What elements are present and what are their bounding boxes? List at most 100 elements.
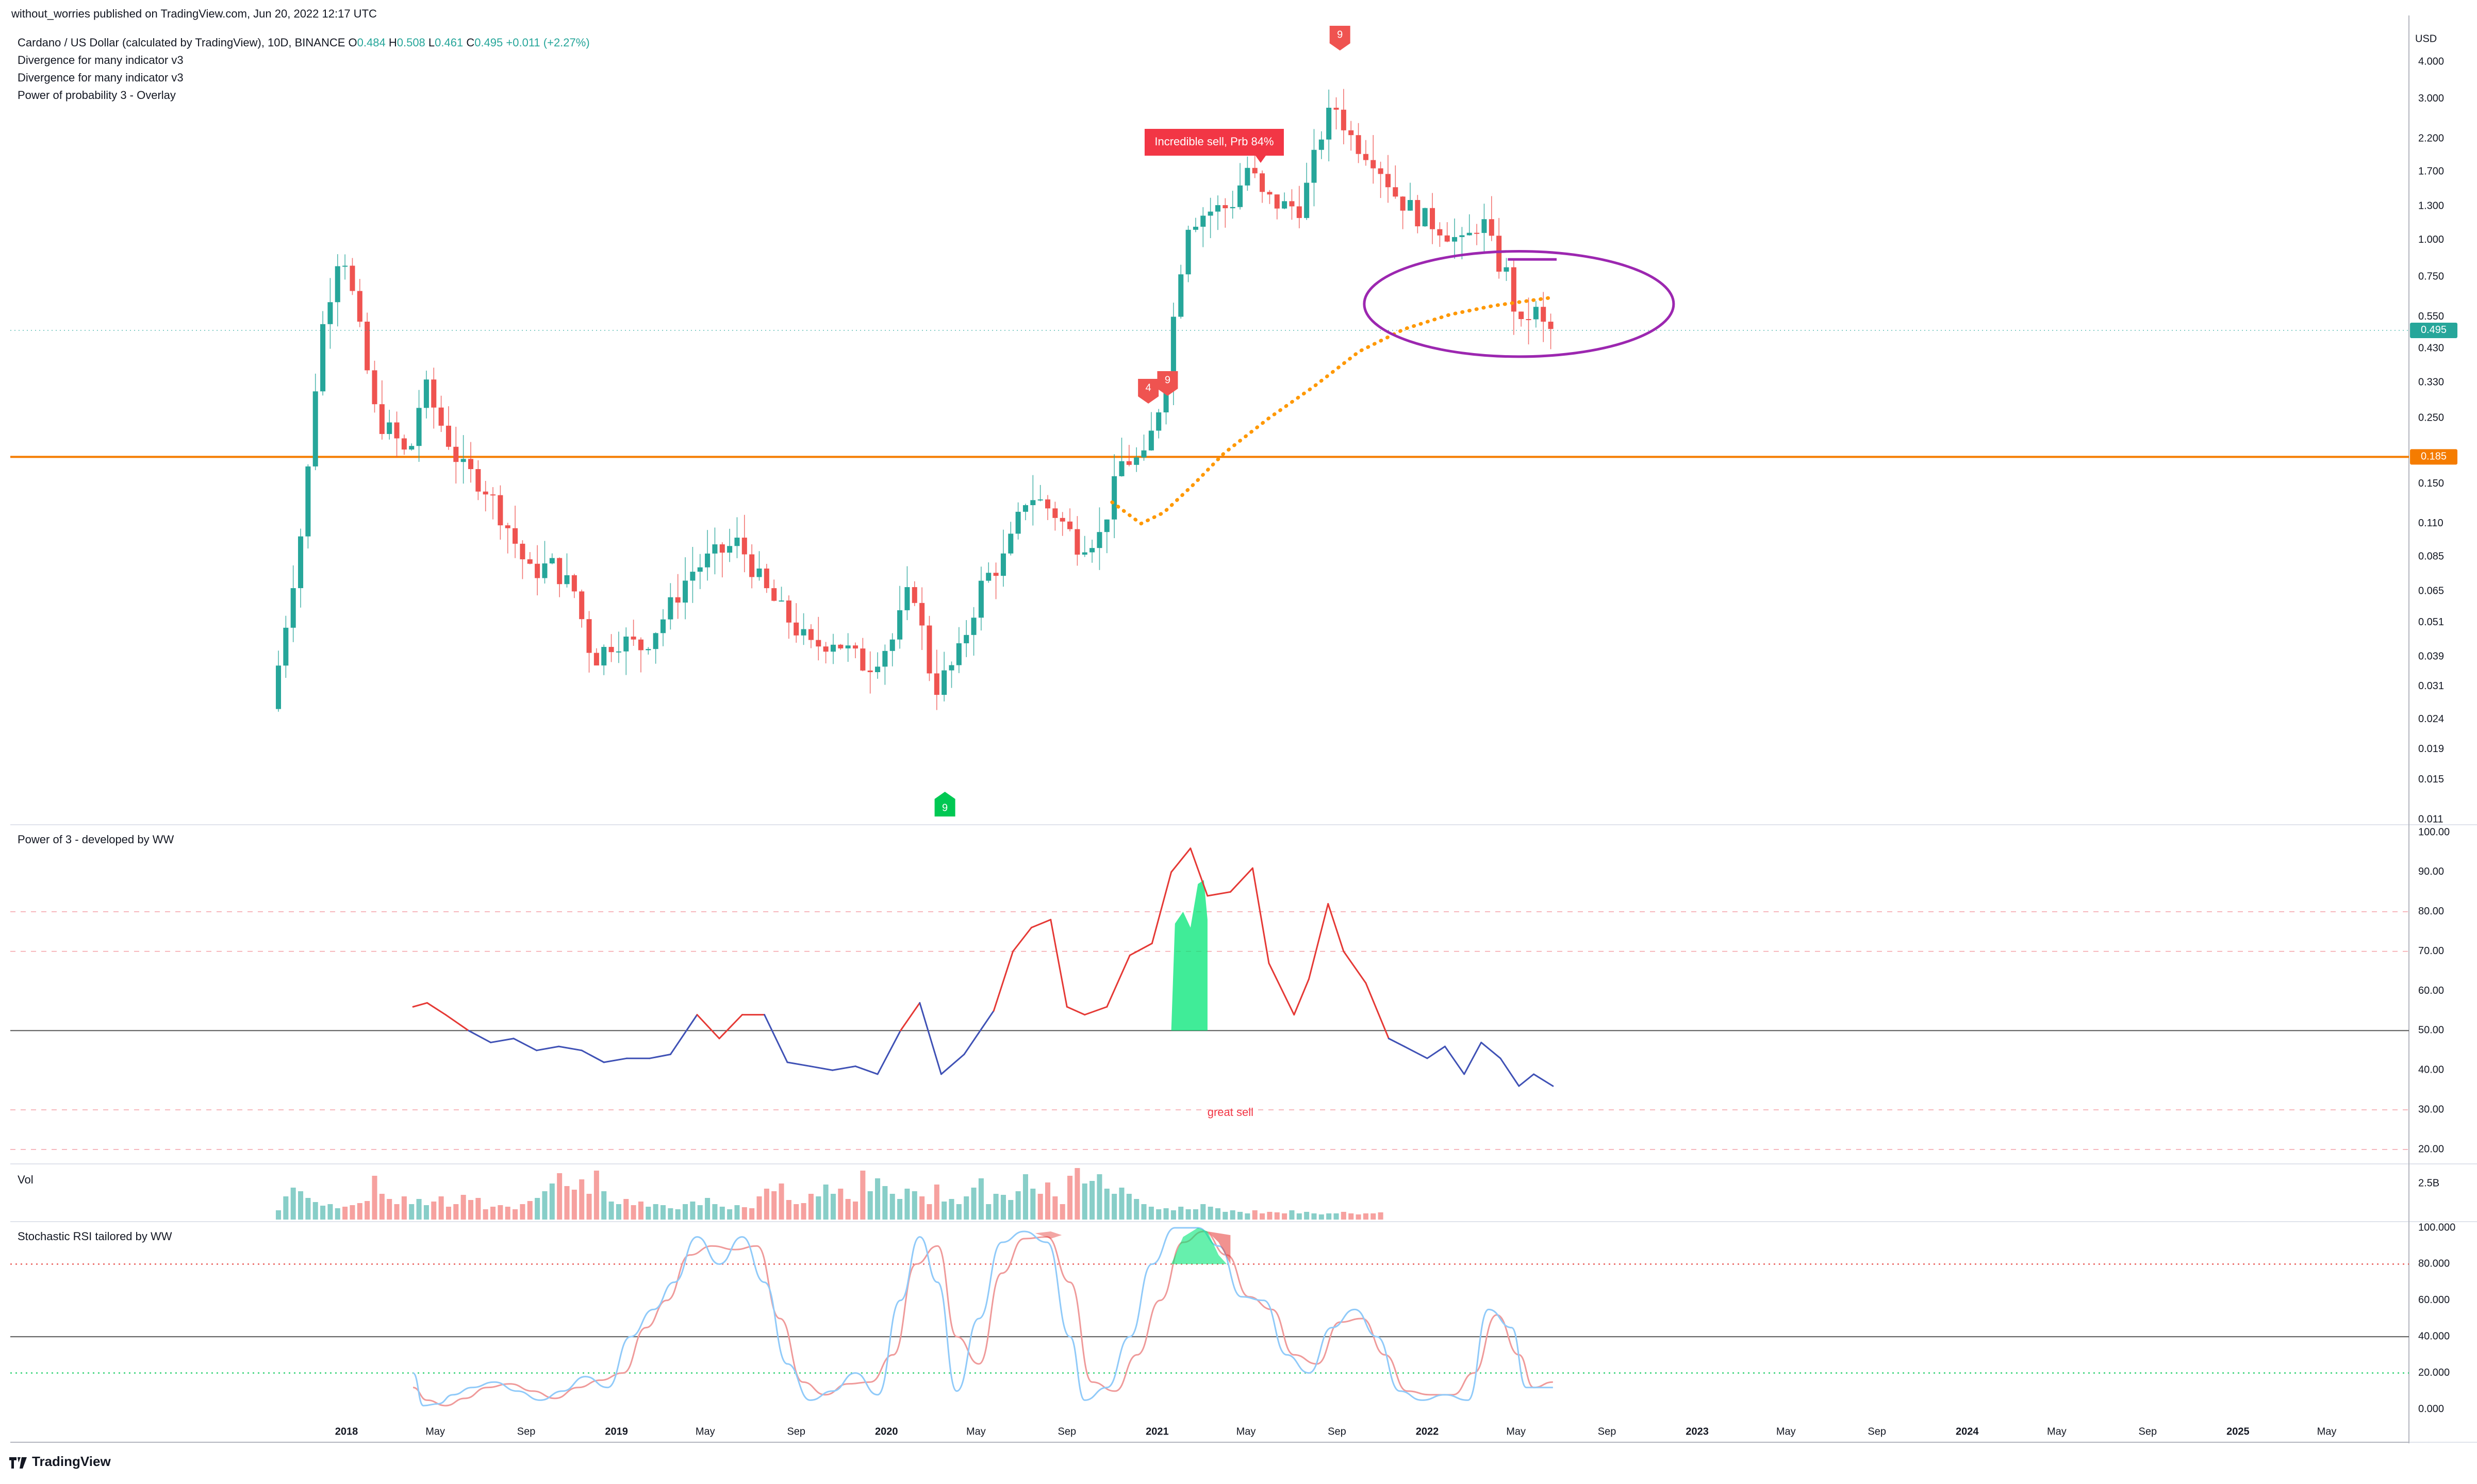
candle-body xyxy=(335,266,340,303)
candle-body xyxy=(1260,173,1265,192)
candle-body xyxy=(1008,533,1014,554)
volume-bar xyxy=(1037,1194,1043,1220)
volume-bar xyxy=(586,1194,592,1220)
volume-bar xyxy=(357,1203,362,1220)
volume-bar xyxy=(1141,1204,1147,1220)
power-tick-label: 100.00 xyxy=(2418,826,2450,838)
marker-9-mid: 9 xyxy=(1157,371,1178,396)
volume-bar xyxy=(1326,1213,1332,1220)
power-line-segment xyxy=(963,1010,995,1055)
candle-body xyxy=(350,265,355,291)
volume-bar xyxy=(283,1196,289,1220)
volume-bar xyxy=(993,1194,999,1220)
volume-bar xyxy=(564,1186,570,1220)
candle-body xyxy=(1444,235,1450,242)
power-line-segment xyxy=(1444,1045,1465,1075)
power-line-segment xyxy=(1533,1073,1554,1087)
candle-body xyxy=(683,580,688,603)
volume-bar xyxy=(350,1205,355,1220)
power-line-segment xyxy=(1480,1041,1501,1059)
power-line-segment xyxy=(1106,954,1131,1008)
volume-bar xyxy=(794,1204,799,1220)
time-tick-label: Sep xyxy=(517,1426,536,1437)
volume-bar xyxy=(468,1200,474,1220)
power-line-segment xyxy=(718,1014,744,1040)
candles xyxy=(275,89,1554,712)
marker-9-mid-shape xyxy=(1157,371,1178,396)
volume-bar xyxy=(571,1190,577,1220)
candle-body xyxy=(1045,499,1051,509)
candle-body xyxy=(1156,412,1162,431)
legend-open: 0.484 xyxy=(357,36,389,49)
volume-bar xyxy=(1304,1212,1310,1220)
tradingview-logo[interactable]: TradingView xyxy=(9,1454,111,1470)
candle-body xyxy=(942,670,947,695)
candle-body xyxy=(912,587,917,603)
volume-bar xyxy=(335,1208,340,1220)
candle-body xyxy=(956,643,962,665)
price-tick-label: 0.019 xyxy=(2418,743,2444,755)
time-tick-label: 2025 xyxy=(2226,1426,2250,1437)
candle-body xyxy=(616,651,621,653)
volume-bar xyxy=(312,1202,318,1220)
power-line-segment xyxy=(1207,891,1231,897)
power-line-segment xyxy=(1403,1045,1428,1059)
candle-body xyxy=(431,379,437,408)
power-line-segment xyxy=(1170,847,1192,873)
stoch-pane-title: Stochastic RSI tailored by WW xyxy=(18,1230,172,1243)
volume-bar xyxy=(1119,1188,1125,1220)
candle-body xyxy=(1185,229,1191,275)
legend-line: Cardano / US Dollar (calculated by Tradi… xyxy=(18,36,590,49)
great-sell-label: great sell xyxy=(1208,1106,1253,1119)
candle-body xyxy=(1119,461,1125,476)
candle-body xyxy=(475,469,481,492)
volume-bar xyxy=(705,1198,711,1220)
volume-bar xyxy=(801,1203,806,1220)
candle-body xyxy=(1134,457,1140,465)
candle-body xyxy=(1474,232,1480,234)
volume-bar xyxy=(1000,1195,1006,1220)
time-tick-label: Sep xyxy=(1058,1426,1077,1437)
volume-bar xyxy=(1289,1210,1295,1220)
volume-bar xyxy=(897,1199,903,1220)
volume-bar xyxy=(593,1171,599,1220)
volume-bar xyxy=(379,1194,385,1220)
volume-bar xyxy=(764,1189,769,1220)
legend-low: 0.461 xyxy=(435,36,466,49)
volume-bar xyxy=(749,1208,755,1220)
candle-body xyxy=(852,645,858,649)
volume-bar xyxy=(808,1194,814,1220)
candle-body xyxy=(1296,206,1302,218)
power-line-segment xyxy=(1012,927,1032,953)
volume-bars xyxy=(275,1168,1383,1220)
power-line-segment xyxy=(993,951,1014,1012)
candle-body xyxy=(445,425,451,447)
price-tick-label: 0.110 xyxy=(2418,518,2443,529)
last-price-label: 0.495 xyxy=(2421,324,2447,336)
volume-bar xyxy=(1148,1207,1154,1220)
candle-body xyxy=(1407,200,1413,211)
volume-tick-label: 2.5B xyxy=(2418,1177,2439,1189)
candle-body xyxy=(579,591,585,620)
candle-body xyxy=(1385,174,1391,188)
candle-body xyxy=(557,558,563,585)
candle-body xyxy=(483,491,488,495)
volume-bar xyxy=(660,1205,666,1220)
candle-body xyxy=(653,633,658,649)
candle-body xyxy=(786,600,791,623)
power-line-segment xyxy=(649,1054,671,1059)
candle-body xyxy=(741,538,747,555)
volume-bar xyxy=(1008,1200,1014,1220)
candle-body xyxy=(756,568,762,577)
volume-bar xyxy=(423,1205,429,1220)
candle-body xyxy=(1060,518,1065,522)
candle-body xyxy=(1163,381,1169,413)
legend-o-label: O xyxy=(349,36,357,49)
candle-body xyxy=(1245,168,1250,186)
time-tick-label: Sep xyxy=(1328,1426,1346,1437)
sell-label-text: Incredible sell, Prb 84% xyxy=(1154,135,1274,148)
candle-body xyxy=(986,573,992,581)
power-line-segment xyxy=(1365,982,1390,1040)
last-price-tag xyxy=(2410,322,2457,338)
candle-body xyxy=(838,644,844,648)
